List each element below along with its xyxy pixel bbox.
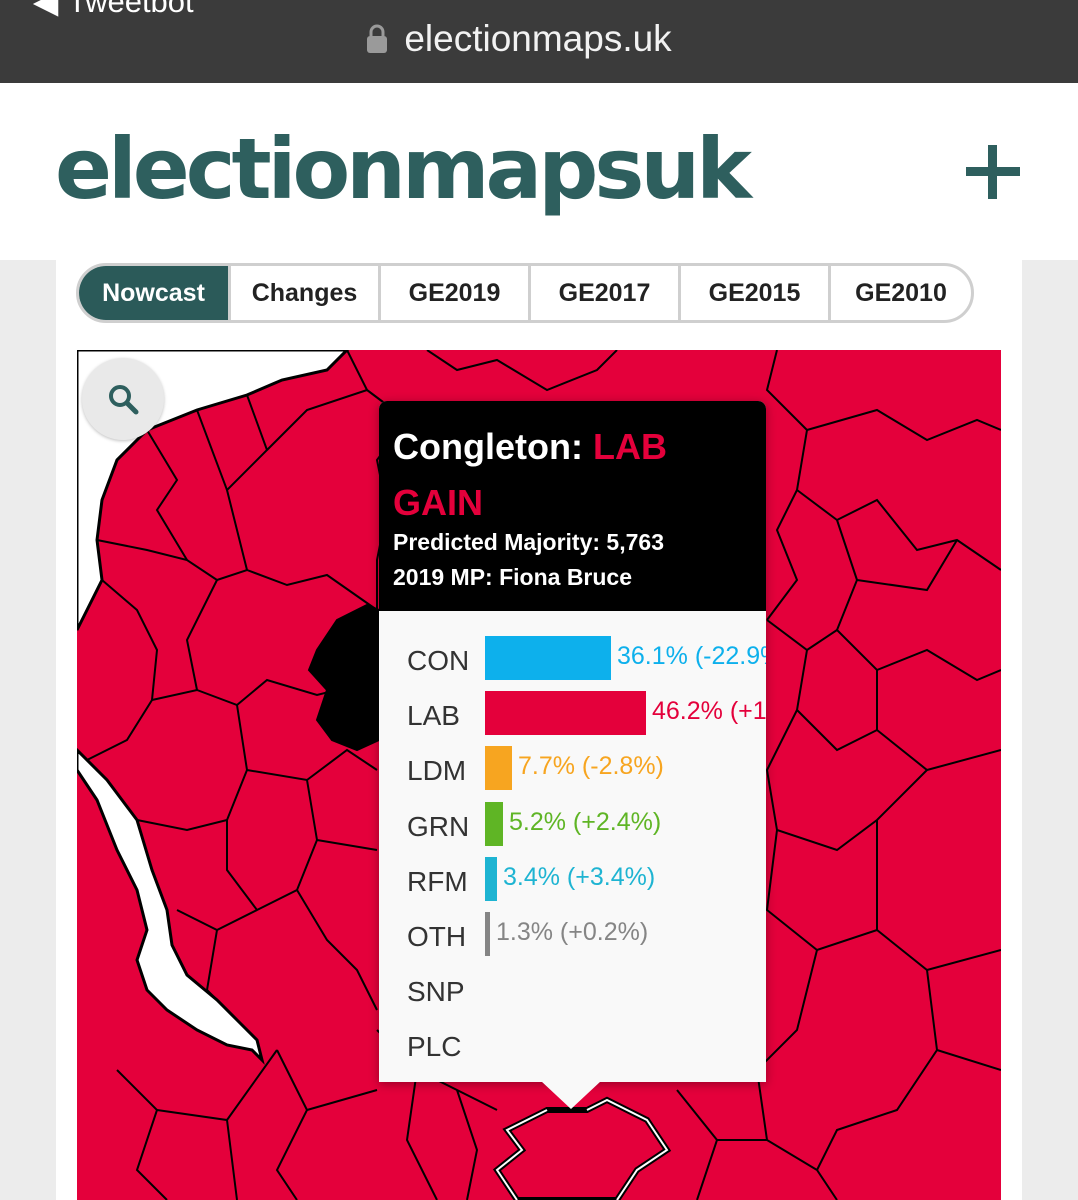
party-name: RFM	[407, 865, 468, 897]
estuary	[77, 747, 265, 1065]
previous-mp: 2019 MP: Fiona Bruce	[393, 564, 633, 590]
page-margin-left	[0, 260, 56, 1200]
party-name: PLC	[407, 1031, 462, 1063]
url-text: electionmaps.uk	[404, 18, 672, 59]
predicted-majority: Predicted Majority: 5,763	[393, 529, 664, 555]
party-share-label: 7.7% (-2.8%)	[518, 752, 664, 781]
party-row-snp: SNP	[379, 967, 766, 1017]
tab-ge2017[interactable]: GE2017	[531, 266, 681, 320]
site-logo[interactable]: electionmapsuk	[55, 120, 752, 218]
lock-icon	[367, 24, 388, 53]
highlight-constituency-black	[307, 603, 380, 752]
tab-nowcast[interactable]: Nowcast	[79, 266, 231, 320]
tab-ge2019[interactable]: GE2019	[381, 266, 531, 320]
search-icon	[109, 385, 139, 415]
tab-ge2010[interactable]: GE2010	[855, 278, 947, 307]
popup-header: Congleton: LAB GAIN Predicted Majority: …	[379, 401, 766, 611]
party-share-label: 46.2% (+1	[652, 697, 766, 726]
back-app-label: Tweetbot	[67, 0, 194, 19]
popup-title: Congleton: LAB GAIN	[393, 419, 763, 531]
party-row-rfm: RFM 3.4% (+3.4%)	[379, 856, 766, 907]
party-name: SNP	[407, 976, 465, 1008]
party-share-bar	[485, 746, 512, 791]
party-row-oth: OTH 1.3% (+0.2%)	[379, 912, 766, 962]
party-share-label: 36.1% (-22.9%)	[617, 642, 766, 670]
party-row-ldm: LDM 7.7% (-2.8%)	[379, 746, 766, 796]
constituency-popup: Congleton: LAB GAIN Predicted Majority: …	[379, 401, 766, 1082]
party-share-label: 3.4% (+3.4%)	[503, 862, 656, 891]
party-share-bar	[485, 801, 503, 846]
constituency-name: Congleton:	[393, 426, 583, 467]
popup-pointer	[541, 1081, 601, 1109]
party-name: LDM	[407, 755, 467, 787]
site-header: electionmapsuk	[0, 83, 1078, 260]
election-tabs: Nowcast Changes GE2019 GE2017 GE2015 GE2…	[76, 263, 974, 323]
party-share-bar	[485, 856, 497, 901]
party-row-grn: GRN 5.2% (+2.4%)	[379, 801, 766, 852]
party-row-con: CON 36.1% (-22.9%)	[379, 636, 766, 686]
back-to-app-link[interactable]: ◀ Tweetbot	[34, 0, 194, 19]
party-name: GRN	[407, 810, 470, 842]
address-bar[interactable]: electionmaps.uk	[0, 14, 1078, 64]
party-row-plc: PLC	[379, 1022, 766, 1072]
plus-menu-icon[interactable]	[964, 143, 1022, 201]
party-share-bar	[485, 636, 611, 680]
party-share-label: 1.3% (+0.2%)	[496, 918, 649, 946]
back-chevron-icon: ◀	[34, 0, 58, 19]
party-share-bar	[485, 912, 490, 956]
party-name: LAB	[407, 700, 460, 732]
congleton-outline-inner	[495, 1098, 669, 1200]
party-name: OTH	[407, 921, 467, 952]
tab-changes[interactable]: Changes	[231, 266, 381, 320]
browser-bar: ◀ Tweetbot electionmaps.uk	[0, 0, 1078, 83]
party-row-lab: LAB 46.2% (+1	[379, 691, 766, 741]
party-share-label: 5.2% (+2.4%)	[509, 807, 662, 836]
constituency-borders	[86, 350, 1001, 1200]
party-name: CON	[407, 645, 470, 676]
result-label: LAB GAIN	[393, 426, 667, 523]
page-margin-right	[1022, 260, 1078, 1200]
tab-ge2015[interactable]: GE2015	[681, 266, 831, 320]
map-search-button[interactable]	[82, 358, 164, 440]
party-share-bar	[485, 691, 646, 736]
